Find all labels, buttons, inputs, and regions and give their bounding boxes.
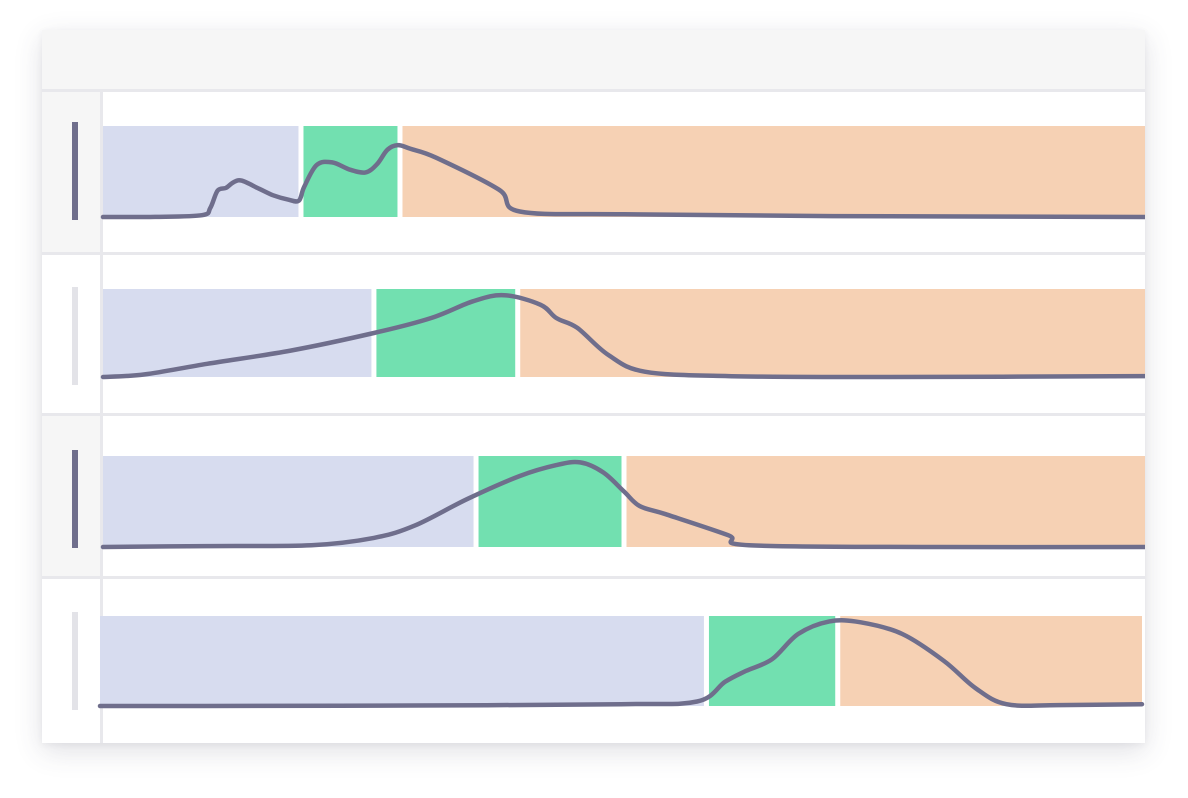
phase-active-band [376,289,516,377]
phase-before-band [103,126,299,217]
timeline-chart-2 [100,289,1145,380]
density-curve [100,142,1145,220]
density-curve [100,459,1145,550]
timeline-chart-1 [100,126,1145,220]
timeline-row-3[interactable] [42,416,1145,579]
phase-before-band [100,616,704,706]
row-marker[interactable] [72,287,78,385]
timeline-chart-3 [100,456,1145,550]
timeline-row-1[interactable] [42,92,1145,255]
timeline-row-4[interactable] [42,579,1145,743]
phase-before-band [103,456,474,547]
row-gutter [42,255,103,413]
phase-before-band [103,289,372,377]
phase-after-band [626,456,1145,547]
density-curve [97,618,1145,709]
row-marker[interactable] [72,122,78,220]
phase-after-band [520,289,1145,377]
phase-after-band [402,126,1145,217]
timeline-row-2[interactable] [42,255,1145,416]
density-curve [100,292,1145,380]
timeline-chart-4 [97,616,1145,709]
row-marker[interactable] [72,612,78,710]
row-marker[interactable] [72,450,78,548]
card-header [42,30,1145,92]
timeline-card [42,30,1145,743]
